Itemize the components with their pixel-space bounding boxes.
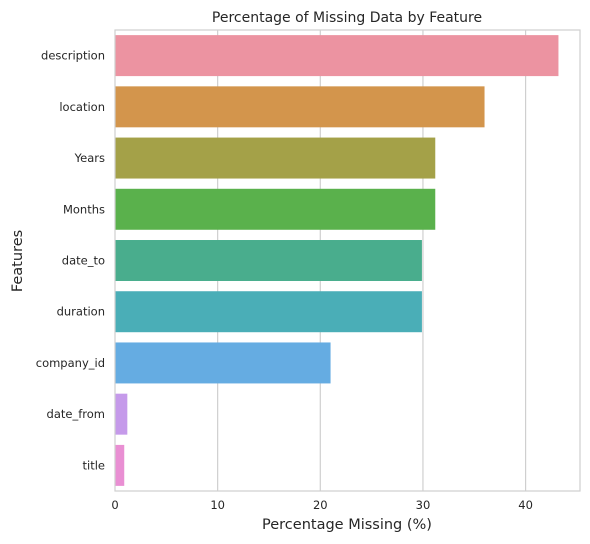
- bar-date-from: [115, 394, 127, 435]
- x-tick-label: 30: [416, 498, 431, 512]
- y-tick-label: date_to: [62, 254, 105, 268]
- x-tick-label: 20: [313, 498, 328, 512]
- y-tick-label: description: [41, 49, 105, 63]
- y-tick-label: duration: [57, 305, 105, 319]
- bar-years: [115, 138, 435, 179]
- y-tick-label: date_from: [47, 407, 105, 421]
- x-tick-label: 0: [111, 498, 118, 512]
- y-tick-label: company_id: [36, 356, 105, 370]
- y-tick-label: title: [83, 458, 105, 472]
- bar-duration: [115, 291, 422, 332]
- x-tick-labels: 0 10 20 30 40: [111, 498, 533, 512]
- y-tick-label: Months: [63, 202, 105, 216]
- bar-title: [115, 445, 124, 486]
- bar-description: [115, 35, 558, 76]
- y-axis-label: Features: [10, 230, 26, 292]
- y-tick-label: location: [59, 100, 105, 114]
- bar-location: [115, 86, 485, 127]
- x-tick-label: 10: [210, 498, 225, 512]
- bar-months: [115, 189, 435, 230]
- y-tick-labels: description location Years Months date_todur…: [36, 49, 105, 473]
- y-tick-label: Years: [74, 151, 105, 165]
- bar-company-id: [115, 342, 331, 383]
- x-axis-label: Percentage Missing (%): [262, 517, 432, 533]
- chart-title: Percentage of Missing Data by Feature: [212, 10, 482, 26]
- bars: [115, 35, 558, 486]
- x-tick-label: 40: [518, 498, 533, 512]
- bar-date-to: [115, 240, 422, 281]
